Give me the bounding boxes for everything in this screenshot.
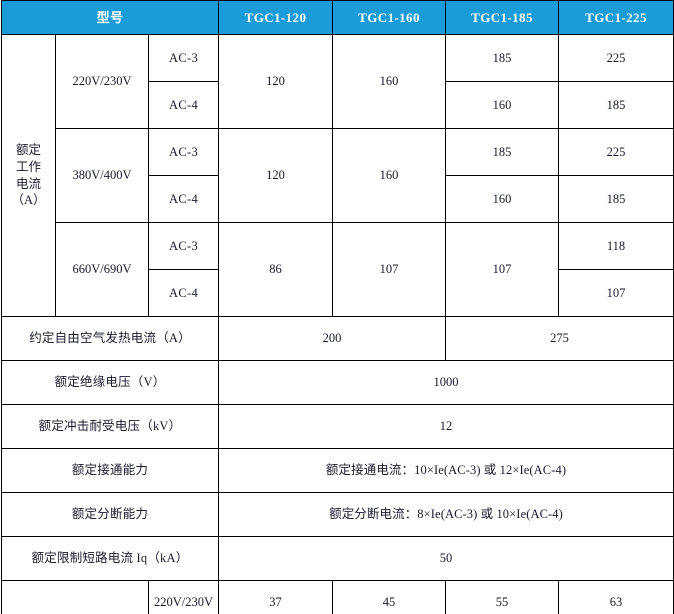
spec-label-thermal-current: 约定自由空气发热电流（A） (1, 316, 220, 361)
motor-voltage-label-220v: 220V/230V (148, 580, 220, 614)
spec-value-insulation-voltage: 1000 (218, 360, 674, 405)
duty-label-ac3-220v: AC-3 (148, 34, 220, 82)
value-220v-ac3-tgc1-225: 225 (558, 34, 674, 82)
motor-power-label: 可控三相 电动机功率 （kW） (1, 580, 149, 614)
motor-power-220v-tgc1-120: 37 (218, 580, 334, 614)
header-model-label: 型号 (1, 0, 220, 35)
table-row: AC-4 160 185 (2, 81, 674, 129)
voltage-label-660v: 660V/690V (55, 222, 149, 317)
rated-current-label: 额定 工作 电流 （A） (1, 34, 56, 317)
spec-label-making-capacity: 额定接通能力 (1, 448, 220, 493)
table-row: 可控三相 电动机功率 （kW） 220V/230V 37 45 55 63 (1, 580, 674, 614)
spec-label-breaking-capacity: 额定分断能力 (1, 492, 220, 537)
spec-value-impulse-voltage: 12 (218, 404, 674, 449)
table-header-row: 型号 TGC1-120 TGC1-160 TGC1-185 TGC1-225 (1, 0, 674, 35)
value-220v-ac4-tgc1-185: 160 (445, 81, 560, 129)
value-660v-tgc1-185: 107 (445, 222, 560, 317)
value-220v-ac4-tgc1-225: 185 (558, 81, 674, 129)
spec-label-impulse-voltage: 额定冲击耐受电压（kV） (1, 404, 220, 449)
spec-value-breaking-capacity: 额定分断电流：8×Ie(AC-3) 或 10×Ie(AC-4) (218, 492, 674, 537)
table-row: 380V/400V AC-3 120 160 185 225 (2, 128, 674, 223)
voltage-label-380v: 380V/400V (55, 128, 149, 223)
motor-power-220v-tgc1-185: 55 (445, 580, 560, 614)
duty-label-ac4-380v: AC-4 (148, 175, 220, 223)
table-row: 额定 工作 电流 （A） 220V/230V AC-3 120 160 185 … (1, 34, 674, 317)
value-220v-ac3-tgc1-185: 185 (445, 34, 560, 82)
spec-value-thermal-current-left: 200 (218, 316, 447, 361)
value-660v-tgc1-160: 107 (332, 222, 447, 317)
value-380v-ac4-tgc1-225: 185 (558, 175, 674, 223)
header-model-tgc1-225: TGC1-225 (558, 0, 674, 35)
header-model-tgc1-185: TGC1-185 (445, 0, 560, 35)
spec-value-thermal-current-right: 275 (445, 316, 674, 361)
value-380v-ac3-tgc1-225: 225 (558, 128, 674, 176)
table-row: 约定自由空气发热电流（A） 200 275 (1, 316, 674, 361)
duty-label-ac4-660v: AC-4 (148, 269, 220, 317)
voltage-label-220v: 220V/230V (55, 34, 149, 129)
table-row: 额定限制短路电流 Iq（kA） 50 (1, 536, 674, 581)
duty-label-ac4-220v: AC-4 (148, 81, 220, 129)
table-row: 额定接通能力 额定接通电流：10×Ie(AC-3) 或 12×Ie(AC-4) (1, 448, 674, 493)
table-row: 额定绝缘电压（V） 1000 (1, 360, 674, 405)
value-380v-ac4-tgc1-185: 160 (445, 175, 560, 223)
motor-power-220v-tgc1-160: 45 (332, 580, 447, 614)
table-row: AC-4 160 185 (2, 175, 674, 223)
value-660v-ac4-tgc1-225: 107 (558, 269, 674, 317)
table-row: AC-4 107 (2, 269, 674, 317)
value-220v-tgc1-120: 120 (218, 34, 334, 129)
duty-label-ac3-380v: AC-3 (148, 128, 220, 176)
value-660v-ac3-tgc1-225: 118 (558, 222, 674, 270)
value-380v-tgc1-160: 160 (332, 128, 447, 223)
value-660v-tgc1-120: 86 (218, 222, 334, 317)
duty-label-ac3-660v: AC-3 (148, 222, 220, 270)
spec-label-short-circuit-current: 额定限制短路电流 Iq（kA） (1, 536, 220, 581)
spec-label-insulation-voltage: 额定绝缘电压（V） (1, 360, 220, 405)
value-220v-tgc1-160: 160 (332, 34, 447, 129)
motor-power-220v-tgc1-225: 63 (558, 580, 674, 614)
table-row: 额定冲击耐受电压（kV） 12 (1, 404, 674, 449)
header-model-tgc1-160: TGC1-160 (332, 0, 447, 35)
table-row: 660V/690V AC-3 86 107 107 118 (2, 222, 674, 317)
spec-value-making-capacity: 额定接通电流：10×Ie(AC-3) 或 12×Ie(AC-4) (218, 448, 674, 493)
value-380v-ac3-tgc1-185: 185 (445, 128, 560, 176)
table-row: 额定分断能力 额定分断电流：8×Ie(AC-3) 或 10×Ie(AC-4) (1, 492, 674, 537)
value-380v-tgc1-120: 120 (218, 128, 334, 223)
spec-value-short-circuit-current: 50 (218, 536, 674, 581)
header-model-tgc1-120: TGC1-120 (218, 0, 334, 35)
